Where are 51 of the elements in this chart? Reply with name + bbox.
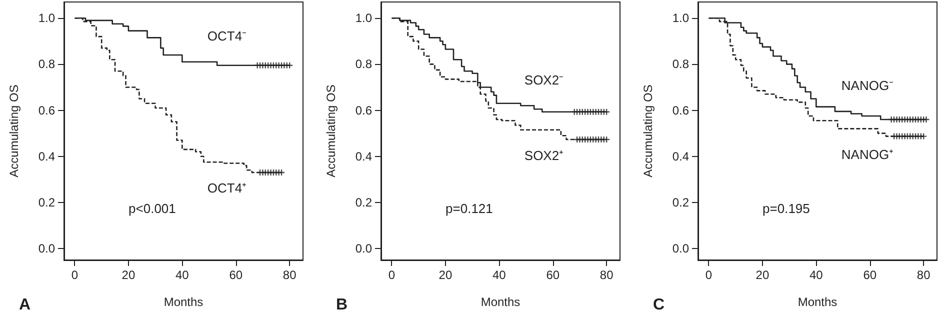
x-axis-title: Months [164, 295, 204, 309]
x-tick-label: 80 [916, 268, 931, 282]
y-axis-title: Accumulating OS [324, 84, 338, 178]
text: A [19, 296, 31, 314]
x-tick-label: 0 [388, 268, 396, 282]
y-tick-label: 0.0 [355, 241, 372, 256]
x-tick-label: 20 [756, 268, 770, 282]
y-tick-label: 0.6 [38, 103, 56, 118]
y-tick-label: 0.8 [38, 57, 56, 72]
x-tick-label: 20 [122, 268, 136, 282]
x-tick-label: 0 [705, 268, 712, 282]
x-tick-label: 80 [600, 268, 614, 282]
y-tick-label: 1.0 [355, 11, 372, 26]
y-tick-label: 0.6 [672, 103, 690, 118]
x-tick-label: 60 [229, 268, 243, 282]
x-tick-label: 0 [71, 268, 78, 282]
series-label: OCT4⁻ [207, 28, 246, 44]
y-tick-label: 0.8 [355, 57, 372, 72]
y-tick-label: 1.0 [38, 11, 56, 26]
x-tick-label: 20 [438, 268, 452, 282]
series-label: SOX2⁻ [524, 72, 564, 88]
text: B [336, 296, 348, 314]
series-label: NANOG⁻ [841, 78, 894, 94]
series-label: NANOG⁺ [841, 146, 894, 162]
y-axis-title: Accumulating OS [641, 84, 655, 178]
x-tick-label: 40 [492, 268, 506, 282]
x-tick-label: 40 [175, 268, 190, 282]
x-tick-label: 60 [546, 268, 560, 282]
y-axis-title: Accumulating OS [7, 84, 21, 178]
x-tick-label: 40 [809, 268, 824, 282]
y-tick-label: 0.2 [355, 195, 372, 210]
x-axis-title: Months [798, 295, 838, 309]
y-tick-label: 0.4 [355, 149, 372, 164]
y-tick-label: 0.0 [38, 241, 56, 256]
annotation: p<0.001 [128, 200, 176, 216]
y-tick-label: 0.2 [38, 195, 56, 210]
text: C [653, 296, 665, 314]
y-tick-label: 0.4 [672, 149, 690, 164]
annotation: p=0.195 [762, 200, 810, 216]
y-tick-label: 0.6 [355, 103, 372, 118]
series-label: OCT4⁺ [207, 180, 246, 196]
x-axis-title: Months [480, 295, 520, 309]
y-tick-label: 0.4 [38, 149, 56, 164]
y-tick-label: 0.8 [672, 57, 690, 72]
x-tick-label: 60 [863, 268, 877, 282]
annotation: p=0.121 [446, 200, 493, 216]
y-tick-label: 0.2 [672, 195, 690, 210]
y-tick-label: 0.0 [672, 241, 690, 256]
series-label: SOX2⁺ [524, 148, 564, 164]
y-tick-label: 1.0 [672, 11, 690, 26]
x-tick-label: 80 [282, 268, 297, 282]
